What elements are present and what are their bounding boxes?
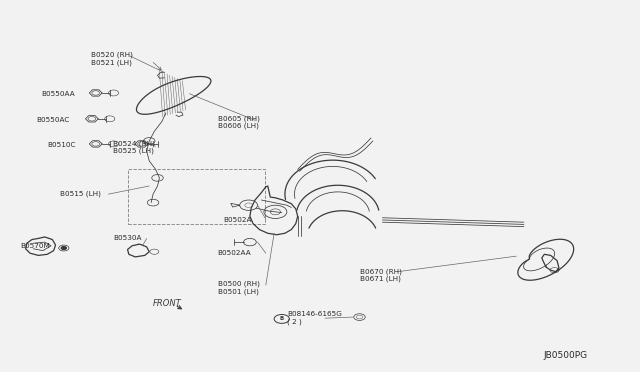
Text: B0515 (LH): B0515 (LH)	[60, 191, 101, 198]
Circle shape	[61, 247, 67, 250]
Text: B: B	[280, 317, 284, 321]
Bar	[127, 169, 264, 224]
Text: B0670 (RH)
B0671 (LH): B0670 (RH) B0671 (LH)	[360, 268, 401, 282]
Text: B0605 (RH)
B0606 (LH): B0605 (RH) B0606 (LH)	[218, 115, 260, 129]
Text: B0502A: B0502A	[223, 217, 252, 223]
Text: FRONT: FRONT	[153, 299, 182, 308]
Text: B0530A: B0530A	[113, 235, 141, 241]
Text: B0502AA: B0502AA	[217, 250, 250, 256]
Text: B0520 (RH)
B0521 (LH): B0520 (RH) B0521 (LH)	[91, 52, 132, 65]
Text: B0500 (RH)
B0501 (LH): B0500 (RH) B0501 (LH)	[218, 280, 260, 295]
Text: JB0500PG: JB0500PG	[543, 350, 587, 360]
Text: B0550AA: B0550AA	[41, 91, 75, 97]
Text: B0524 (RH)
B0525 (LH): B0524 (RH) B0525 (LH)	[113, 140, 155, 154]
Text: B0570M: B0570M	[20, 243, 51, 249]
Text: B08146-6165G
( 2 ): B08146-6165G ( 2 )	[287, 311, 342, 325]
Text: B0510C: B0510C	[47, 142, 76, 148]
Text: B0550AC: B0550AC	[36, 116, 70, 122]
